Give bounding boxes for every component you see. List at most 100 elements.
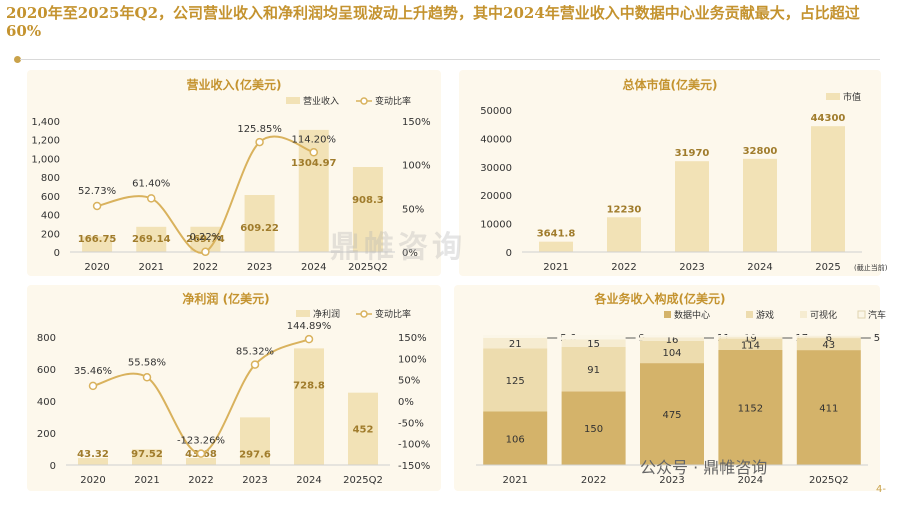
segments-bar-汽车 <box>640 335 704 338</box>
net-profit-ytick: 800 <box>37 333 56 344</box>
revenue-bar <box>136 226 167 252</box>
page-number: 4- <box>876 484 886 495</box>
market-cap-note: (截止当前) <box>854 263 888 272</box>
segments-value-label: 104 <box>662 348 681 359</box>
segments-car-label: 5 <box>874 333 880 344</box>
net-profit-xtick: 2022 <box>188 475 213 486</box>
market-cap-panel <box>459 70 881 276</box>
net-profit-bar-label: 297.6 <box>239 449 271 460</box>
net-profit-bar <box>186 458 216 465</box>
segments-bar-游戏 <box>561 346 626 392</box>
net-profit-change-point <box>88 381 98 391</box>
revenue-title: 营业收入(亿美元) <box>187 77 282 92</box>
revenue-bar-label: 269.14 <box>132 234 171 245</box>
net-profit-y2tick: 100% <box>398 354 427 365</box>
segments-xtick: 2023 <box>659 475 684 486</box>
net-profit-y2tick: -150% <box>398 461 430 472</box>
net-profit-y2tick: -50% <box>398 418 424 429</box>
segments-bar-汽车 <box>796 335 861 337</box>
segments-bar-可视化 <box>561 339 626 347</box>
net-profit-legend-bar-swatch <box>296 310 310 317</box>
revenue-ytick: 200 <box>41 229 60 240</box>
revenue-bar <box>82 236 113 252</box>
market-cap-ytick: 10000 <box>480 220 512 231</box>
net-profit-change-point <box>304 334 314 344</box>
segments-bar-游戏 <box>483 348 548 412</box>
divider-dot <box>14 56 21 63</box>
revenue-y2tick: 150% <box>402 117 431 128</box>
segments-bar-可视化 <box>718 336 783 339</box>
market-cap-bar <box>539 241 573 252</box>
segments-bar-游戏 <box>640 340 704 364</box>
market-cap-ytick: 0 <box>506 248 512 259</box>
revenue-xtick: 2025Q2 <box>348 262 388 273</box>
net-profit-change-label: 35.46% <box>74 366 112 377</box>
market-cap-bar-label: 31970 <box>675 148 710 159</box>
segments-bar-汽车 <box>718 335 783 337</box>
market-cap-bar <box>743 158 777 252</box>
segments-value-label: 475 <box>662 410 681 421</box>
net-profit-bar-label: 43.32 <box>77 449 109 460</box>
net-profit-bar-label: 728.8 <box>293 380 325 391</box>
revenue-legend-bar-swatch <box>286 97 300 104</box>
market-cap-ytick: 50000 <box>480 106 512 117</box>
segments-legend-swatch <box>857 310 866 319</box>
segments-bar-汽车 <box>561 335 626 340</box>
revenue-y2tick: 50% <box>402 204 424 215</box>
segments-xtick: 2022 <box>581 475 606 486</box>
revenue-xtick: 2023 <box>247 262 272 273</box>
segments-bar-可视化 <box>640 337 704 341</box>
watermark-logo: 鼎帷咨询 <box>330 230 466 265</box>
segments-legend-label: 数据中心 <box>674 309 710 321</box>
market-cap-xtick: 2025 <box>815 262 840 273</box>
revenue-ytick: 1,200 <box>31 136 60 147</box>
revenue-bar-label: 166.75 <box>78 234 117 245</box>
market-cap-bar <box>607 217 641 252</box>
segments-bar-数据中心 <box>718 349 783 465</box>
net-profit-bar <box>240 417 270 465</box>
net-profit-xtick: 2023 <box>242 475 267 486</box>
revenue-bar-label: 609.22 <box>240 223 279 234</box>
net-profit-ytick: 0 <box>50 461 56 472</box>
revenue-y2tick: 0% <box>402 248 418 259</box>
headline: 2020年至2025年Q2，公司营业收入和净利润均呈现波动上升趋势，其中2024… <box>6 4 860 40</box>
revenue-xtick: 2021 <box>139 262 164 273</box>
revenue-bar <box>244 194 275 252</box>
revenue-y2tick: 100% <box>402 161 431 172</box>
revenue-change-point <box>309 148 318 157</box>
segments-xtick: 2025Q2 <box>809 475 849 486</box>
segments-value-label: 114 <box>741 340 760 351</box>
net-profit-legend-line-label: 变动比率 <box>375 308 411 320</box>
market-cap-xtick: 2024 <box>747 262 772 273</box>
revenue-change-label: 114.20% <box>292 134 337 145</box>
net-profit-change-label: -123.26% <box>177 436 225 447</box>
segments-value-label: 6 <box>826 333 832 344</box>
revenue-bar-label: 1304.97 <box>291 158 337 169</box>
net-profit-title: 净利润 (亿美元) <box>182 291 269 306</box>
revenue-legend-line-label: 变动比率 <box>375 95 411 107</box>
segments-value-label: 1152 <box>738 403 763 414</box>
revenue-bar-label: 908.3 <box>352 195 384 206</box>
revenue-xtick: 2024 <box>301 262 326 273</box>
market-cap-bar <box>675 161 709 252</box>
divider <box>20 59 880 60</box>
net-profit-xtick: 2020 <box>80 475 105 486</box>
market-cap-legend-label: 市值 <box>843 91 861 103</box>
segments-bar-可视化 <box>483 337 548 349</box>
market-cap-legend-swatch <box>826 93 840 100</box>
segments-bar-游戏 <box>718 338 783 350</box>
segments-value-label: 411 <box>819 404 838 415</box>
market-cap-xtick: 2022 <box>611 262 636 273</box>
net-profit-bar <box>132 449 162 465</box>
revenue-xtick: 2020 <box>84 262 109 273</box>
market-cap-xtick: 2023 <box>679 262 704 273</box>
segments-bar-数据中心 <box>561 391 626 465</box>
market-cap-bar <box>811 126 845 252</box>
net-profit-xtick: 2025Q2 <box>343 475 383 486</box>
net-profit-change-point <box>142 373 152 382</box>
net-profit-y2tick: -100% <box>398 440 430 451</box>
revenue-change-label: 61.40% <box>132 178 170 189</box>
segments-legend-swatch <box>746 311 753 318</box>
revenue-bar <box>352 167 383 252</box>
